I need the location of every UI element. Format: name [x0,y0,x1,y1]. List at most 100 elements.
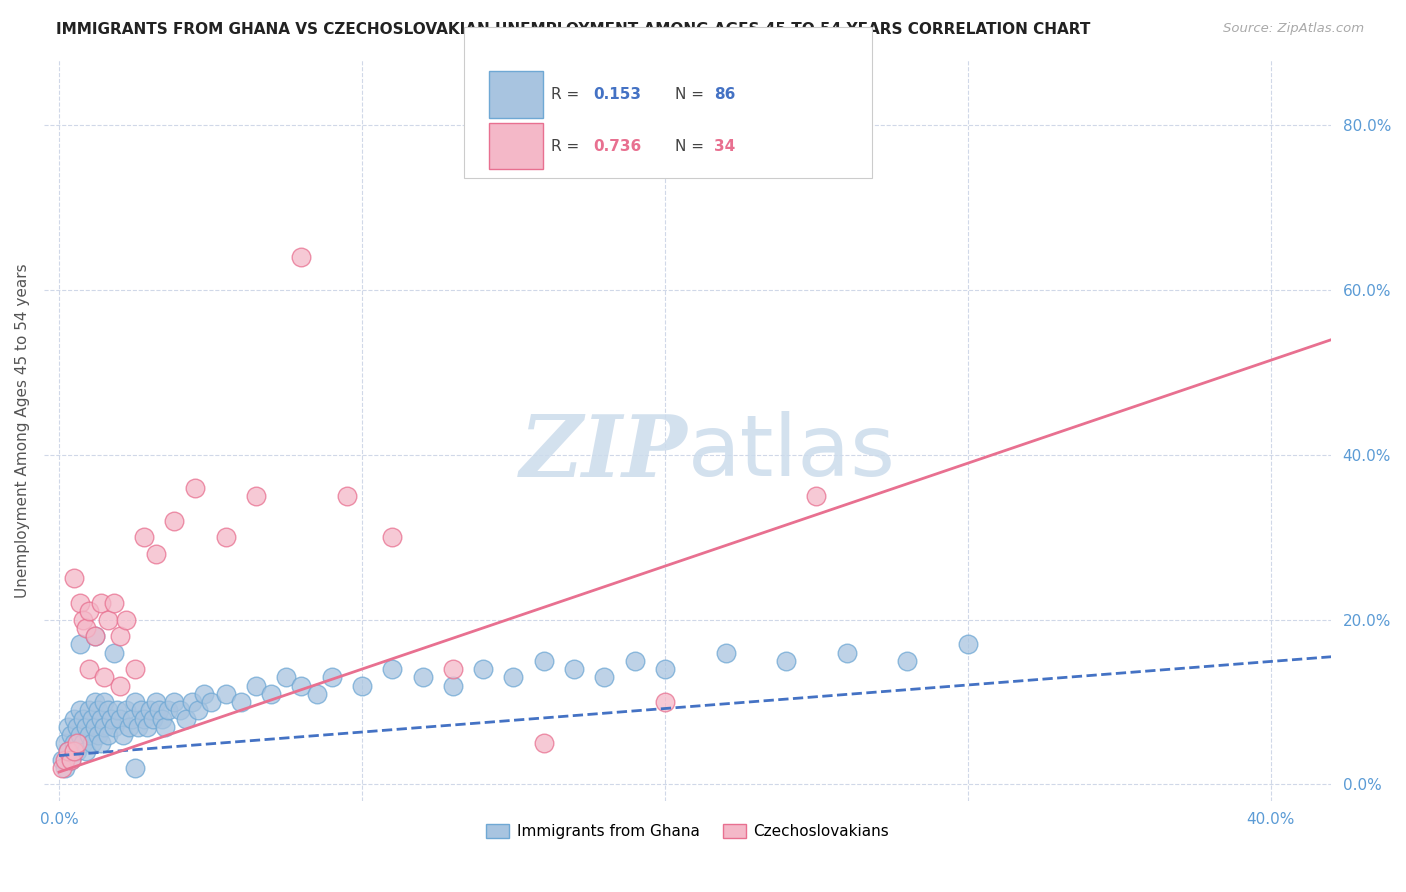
Point [72,613,94,627]
Point [108,679,131,693]
Point [63,712,86,726]
Point [69,637,91,651]
Point [66,744,89,758]
Point [562,662,585,676]
Point [260,687,283,701]
Point [163,695,186,709]
Point [441,679,464,693]
Point [56,744,79,758]
Point [87,703,110,717]
Point [157,703,180,717]
Point [193,687,215,701]
Point [533,654,555,668]
Point [533,736,555,750]
Point [124,662,146,676]
Legend: Immigrants from Ghana, Czechoslovakians: Immigrants from Ghana, Czechoslovakians [481,818,896,845]
Point [66,720,89,734]
Point [412,670,434,684]
Point [142,712,165,726]
Point [82,736,104,750]
Point [896,654,918,668]
Point [72,736,94,750]
Point [336,489,359,503]
Y-axis label: Unemployment Among Ages 45 to 54 years: Unemployment Among Ages 45 to 54 years [15,263,30,598]
Point [66,736,89,750]
Point [245,489,267,503]
Point [145,695,167,709]
Point [84,629,107,643]
Point [135,720,157,734]
Point [350,679,373,693]
Point [118,720,141,734]
Point [305,687,328,701]
Point [121,712,143,726]
Point [124,761,146,775]
Point [441,662,464,676]
Text: N =: N = [675,87,709,102]
Point [181,695,204,709]
Point [93,695,115,709]
Point [150,712,173,726]
Point [153,720,176,734]
Point [69,596,91,610]
Point [214,530,236,544]
Point [63,744,86,758]
Point [214,687,236,701]
Point [654,695,676,709]
Text: Source: ZipAtlas.com: Source: ZipAtlas.com [1223,22,1364,36]
Point [139,703,162,717]
Point [103,720,125,734]
Point [79,728,101,742]
Point [174,712,197,726]
Point [381,662,404,676]
Point [103,596,125,610]
Point [75,720,97,734]
Point [53,753,76,767]
Point [132,530,155,544]
Point [381,530,404,544]
Point [56,744,79,758]
Point [69,728,91,742]
Point [63,572,86,586]
Point [502,670,524,684]
Point [593,670,616,684]
Point [82,712,104,726]
Text: 0.736: 0.736 [593,139,641,153]
Point [56,720,79,734]
Point [200,695,222,709]
Point [51,753,73,767]
Text: R =: R = [551,139,585,153]
Point [72,712,94,726]
Point [53,761,76,775]
Point [75,621,97,635]
Point [108,629,131,643]
Point [276,670,298,684]
Point [472,662,495,676]
Point [69,703,91,717]
Point [105,703,128,717]
Point [775,654,797,668]
Point [124,695,146,709]
Point [654,662,676,676]
Point [129,703,152,717]
Point [321,670,343,684]
Point [956,637,979,651]
Point [60,728,83,742]
Point [93,670,115,684]
Point [111,728,134,742]
Text: atlas: atlas [688,411,896,494]
Point [163,514,186,528]
Point [79,703,101,717]
Point [245,679,267,693]
Point [75,744,97,758]
Point [229,695,252,709]
Point [84,629,107,643]
Point [79,662,101,676]
Point [184,481,207,495]
Point [290,679,312,693]
Point [100,712,122,726]
Point [132,712,155,726]
Text: ZIP: ZIP [520,410,688,494]
Point [108,712,131,726]
Point [148,703,170,717]
